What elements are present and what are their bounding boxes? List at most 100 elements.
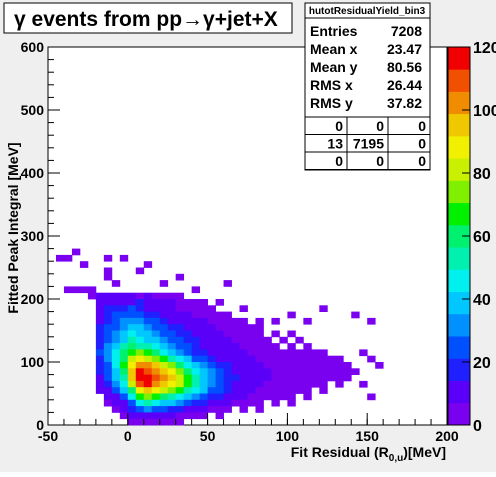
heatmap-cell [239,387,248,394]
heatmap-cell [287,362,296,369]
heatmap-cell [127,299,137,306]
heatmap-cell [247,336,256,344]
heatmap-cell [127,336,137,344]
heatmap-cell [191,380,201,388]
heatmap-cell [127,317,137,325]
heatmap-cell [135,267,145,275]
heatmap-cell [95,374,105,382]
heatmap-cell [255,374,264,382]
heatmap-cell [175,387,185,394]
heatmap-cell [95,292,105,300]
y-tick-label: 600 [21,39,45,55]
heatmap-cell [183,387,193,394]
heatmap-cell [95,380,105,388]
heatmap-cell [127,387,137,394]
heatmap-cell [215,406,224,413]
heatmap-cell [143,317,153,325]
heatmap-cell [239,362,248,369]
heatmap-cell [167,311,177,319]
heatmap-cell [143,374,153,382]
heatmap-cell [111,349,121,357]
stats-grid-cell: 0 [376,153,384,169]
heatmap-cell [151,299,161,306]
heatmap-cell [175,336,185,344]
heatmap-cell [191,399,201,407]
heatmap-cell [271,399,280,407]
heatmap-cell [207,368,216,375]
heatmap-cell [103,292,113,300]
heatmap-cell [143,362,153,369]
heatmap-cell [159,387,169,394]
stats-row-label: RMS y [310,95,353,111]
heatmap-cell [255,343,264,350]
color-scale-band [448,180,470,204]
heatmap-cell [119,399,129,407]
heatmap-cell [175,324,185,331]
heatmap-cell [183,399,193,407]
stats-grid-cell: 7195 [353,136,384,152]
heatmap-cell [303,349,312,357]
heatmap-cell [175,305,185,312]
heatmap-cell [135,317,145,325]
stats-row-label: Mean x [310,41,358,57]
heatmap-cell [111,355,121,363]
heatmap-cell [215,355,224,363]
heatmap-cell [271,317,280,325]
heatmap-cell [175,374,185,382]
heatmap-cell [287,355,296,363]
heatmap-cell [151,317,161,325]
heatmap-cell [199,412,208,420]
heatmap-cell [207,330,216,338]
heatmap-cell [159,418,169,426]
heatmap-cell [263,349,272,357]
heatmap-cell [263,380,272,388]
heatmap-cell [239,305,248,312]
color-scale-band [448,158,470,181]
heatmap-cell [151,355,161,363]
heatmap-cell [255,393,264,401]
heatmap-cell [199,311,208,319]
heatmap-cell [103,254,113,262]
heatmap-cell [271,343,280,350]
y-tick-label: 300 [21,228,45,244]
heatmap-cell [223,343,232,350]
heatmap-cell [143,343,153,350]
heatmap-cell [199,349,208,357]
heatmap-cell [207,374,216,382]
stats-grid-cell: 0 [418,136,426,152]
heatmap-cell [127,355,137,363]
heatmap-cell [279,362,288,369]
heatmap-cell [143,330,153,338]
heatmap-cell [159,299,169,306]
heatmap-cell [175,355,185,363]
heatmap-cell [199,336,208,344]
heatmap-cell [295,387,304,394]
heatmap-cell [127,324,137,331]
heatmap-cell [287,343,296,350]
heatmap-cell [199,343,208,350]
heatmap-cell [119,254,129,262]
heatmap-cell [111,311,121,319]
heatmap-cell [143,311,153,319]
heatmap-cell [271,387,280,394]
heatmap-cell [271,355,280,363]
heatmap-cell [127,330,137,338]
heatmap-cell [135,343,145,350]
heatmap-cell [287,393,296,401]
heatmap-cell [279,336,288,344]
title-arrow: → [182,8,203,31]
heatmap-cell [119,305,129,312]
heatmap-cell [287,399,296,407]
heatmap-cell [111,280,121,287]
heatmap-cell [151,311,161,319]
heatmap-cell [151,406,161,413]
heatmap-cell [159,343,169,350]
heatmap-cell [159,292,169,300]
heatmap-cell [239,380,248,388]
heatmap-cell [135,305,145,312]
heatmap-cell [151,374,161,382]
heatmap-cell [79,261,89,268]
heatmap-cell [231,330,240,338]
heatmap-cell [279,349,288,357]
heatmap-cell [111,336,121,344]
